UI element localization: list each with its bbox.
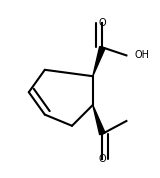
Text: O: O: [99, 154, 106, 164]
Polygon shape: [93, 105, 105, 135]
Polygon shape: [93, 46, 105, 76]
Text: OH: OH: [134, 50, 149, 60]
Text: O: O: [99, 18, 106, 28]
